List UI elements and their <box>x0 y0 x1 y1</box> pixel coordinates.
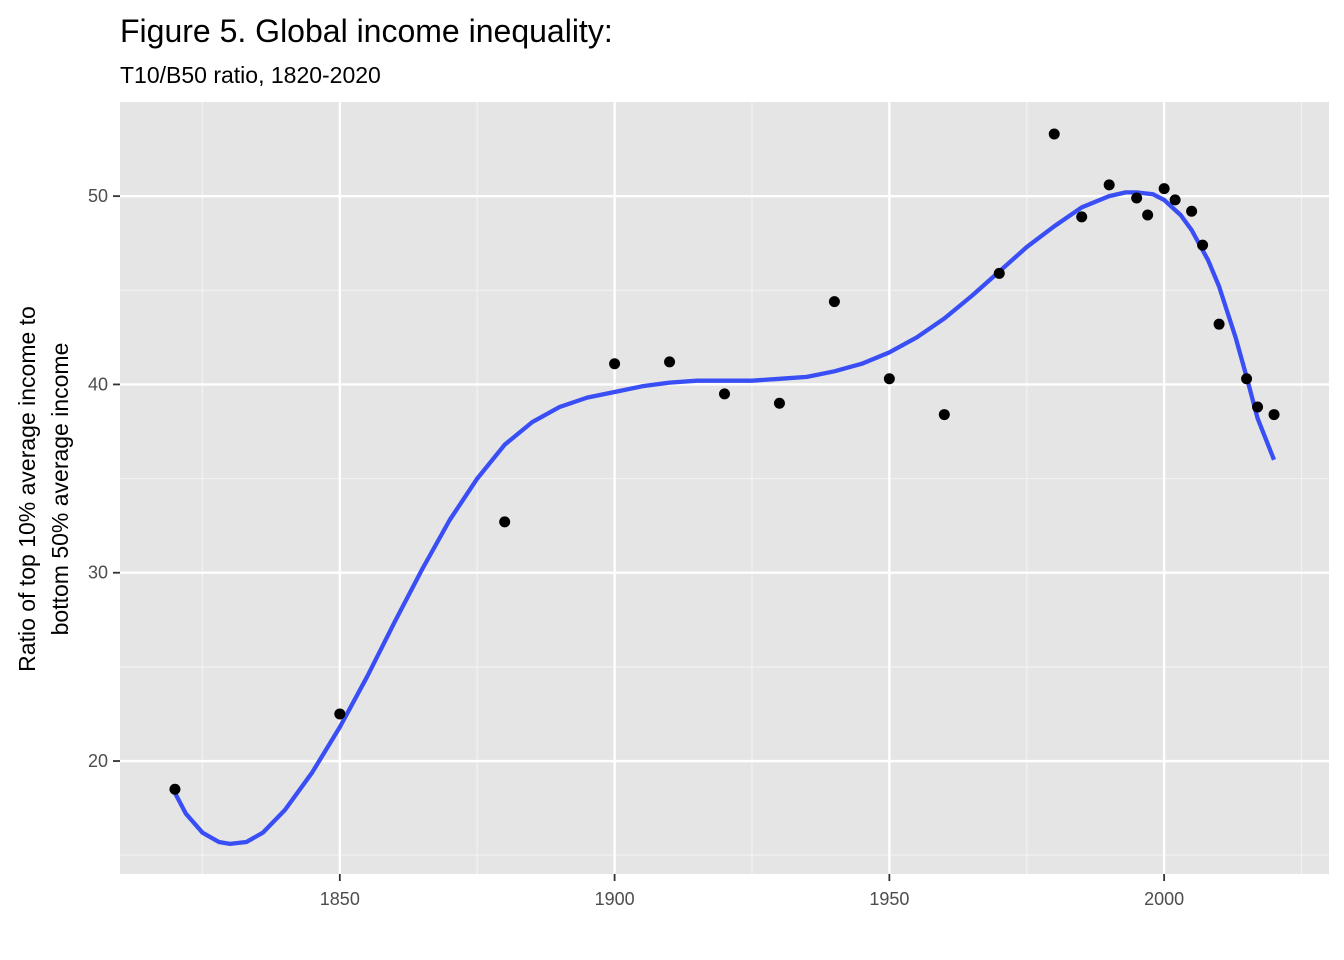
data-point <box>334 708 346 720</box>
y-axis-title-line-2: bottom 50% average income <box>47 343 73 636</box>
data-point <box>773 397 785 409</box>
y-tick-label: 30 <box>88 563 108 583</box>
y-axis-title-line-1: Ratio of top 10% average income to <box>14 306 40 672</box>
data-point <box>828 296 840 308</box>
data-point <box>1076 211 1088 223</box>
data-point <box>719 388 730 400</box>
data-point <box>1252 401 1264 413</box>
y-axis: 20 30 40 50 <box>88 186 120 771</box>
y-tick-label: 50 <box>88 186 108 206</box>
data-point <box>169 783 181 795</box>
plot-panel <box>120 102 1329 874</box>
data-point <box>609 358 621 370</box>
data-point <box>883 373 895 385</box>
data-point <box>1169 194 1181 206</box>
data-point <box>1158 183 1170 195</box>
data-point <box>1268 409 1280 421</box>
data-point <box>1186 205 1198 217</box>
trend-line-group <box>173 190 1276 847</box>
data-points <box>169 128 1280 795</box>
minor-gridlines <box>120 102 1329 874</box>
x-tick-label: 2000 <box>1144 889 1184 909</box>
data-point <box>1103 179 1115 191</box>
data-point <box>499 516 511 528</box>
y-tick-label: 20 <box>88 751 108 771</box>
x-axis: 1850 1900 1950 2000 <box>320 874 1184 909</box>
data-point <box>938 409 950 421</box>
data-point <box>993 267 1005 279</box>
data-point <box>1048 128 1060 140</box>
chart-subtitle: T10/B50 ratio, 1820-2020 <box>120 62 381 88</box>
data-point <box>1142 209 1154 221</box>
data-point <box>1131 192 1143 204</box>
data-point <box>1241 373 1253 385</box>
data-point <box>664 356 676 368</box>
y-tick-label: 40 <box>88 374 108 394</box>
x-tick-label: 1850 <box>320 889 360 909</box>
y-axis-title: Ratio of top 10% average income to botto… <box>14 306 73 672</box>
chart-title: Figure 5. Global income inequality: <box>120 13 613 49</box>
data-point <box>1213 318 1225 330</box>
x-tick-label: 1900 <box>595 889 635 909</box>
data-point <box>1197 239 1209 251</box>
x-tick-label: 1950 <box>869 889 909 909</box>
trend-line <box>173 190 1276 847</box>
